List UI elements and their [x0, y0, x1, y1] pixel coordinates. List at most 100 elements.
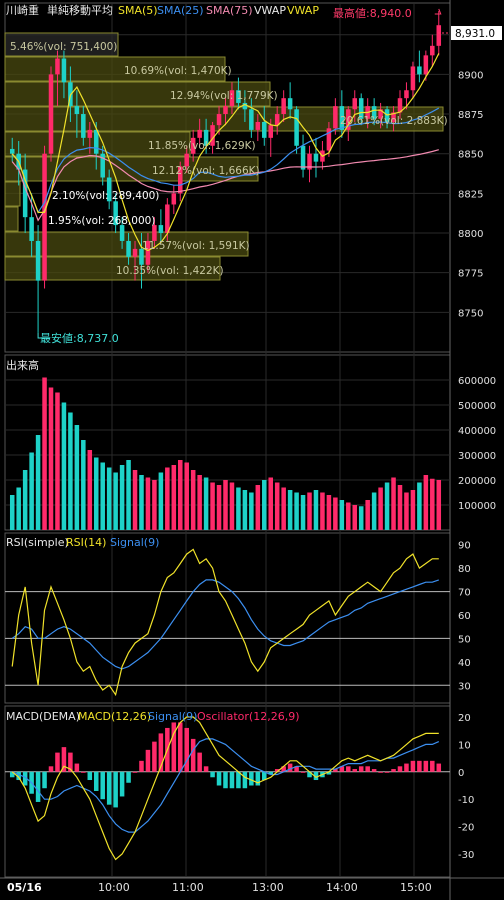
candle-body	[313, 153, 319, 162]
candle-body	[126, 240, 131, 257]
candle-body	[281, 98, 286, 115]
low-marker-line	[37, 332, 51, 339]
volume-tick-label: 600000	[458, 376, 496, 387]
oscillator-bar	[378, 771, 383, 773]
macd-line	[11, 716, 439, 861]
volume-profile-label: 2.10%(vol: 289,400)	[52, 190, 159, 202]
volume-bar	[216, 485, 222, 530]
candle-body	[74, 106, 80, 115]
volume-bar	[93, 457, 99, 530]
oscillator-bar	[61, 747, 67, 772]
volume-profile-label: 5.46%(vol: 751,400)	[10, 41, 117, 53]
candle-body	[274, 114, 280, 126]
candle-body	[132, 248, 138, 257]
oscillator-bar	[74, 763, 80, 772]
oscillator-bar	[397, 766, 403, 772]
volume-bar	[333, 497, 338, 530]
volume-bar	[417, 482, 422, 530]
candle-body	[262, 121, 267, 138]
oscillator-bar	[68, 752, 73, 772]
oscillator-bar	[93, 771, 99, 791]
oscillator-bar	[236, 771, 241, 789]
volume-bar	[16, 487, 21, 530]
candle-body	[210, 125, 215, 146]
candle-body	[249, 109, 254, 130]
candle-body	[81, 114, 86, 138]
candle-body	[152, 225, 157, 241]
volume-profile-label: 11.85%(vol: 1,629K)	[148, 140, 256, 152]
macd-tick-label: -20	[458, 823, 474, 834]
candle-body	[216, 114, 222, 126]
candle-body	[197, 129, 202, 138]
time-axis-label: 10:00	[98, 881, 130, 894]
volume-bar	[55, 392, 60, 530]
oscillator-bar	[35, 771, 41, 802]
volume-bar	[326, 495, 332, 530]
oscillator-bar	[203, 766, 209, 772]
volume-bar	[29, 452, 34, 530]
volume-bar	[436, 480, 442, 530]
oscillator-bar	[113, 771, 118, 808]
oscillator-bar	[132, 771, 138, 773]
volume-bar	[87, 450, 93, 530]
volume-bar	[236, 487, 241, 530]
volume-bar	[268, 477, 274, 530]
oscillator-bar	[9, 771, 15, 778]
volume-bar	[371, 492, 377, 530]
volume-bar	[229, 482, 235, 530]
candle-body	[430, 45, 435, 56]
volume-bars	[9, 377, 442, 530]
rsi-tick-label: 90	[458, 541, 471, 552]
volume-tick-label: 200000	[458, 476, 496, 487]
rsi-tick-label: 70	[458, 588, 471, 599]
oscillator-bar	[119, 771, 125, 797]
candle-body	[287, 98, 293, 110]
ma-legend-item: SMA(25)	[157, 4, 204, 17]
oscillator-bar	[262, 771, 267, 781]
macd-legend-item: MACD(12,26)	[78, 710, 151, 723]
candle-body	[22, 169, 28, 218]
oscillator-bar	[339, 766, 345, 772]
oscillator-bar	[216, 771, 222, 786]
rsi-tick-label: 80	[458, 564, 471, 575]
oscillator-bar	[274, 769, 280, 772]
macd-legend-item: Oscillator(12,26,9)	[197, 710, 299, 723]
volume-bar	[391, 477, 396, 530]
macd-legend-item: MACD(DEMA)	[6, 710, 80, 723]
candle-body	[9, 148, 15, 154]
volume-bar	[152, 480, 157, 530]
volume-bar	[397, 485, 403, 530]
volume-bar	[177, 460, 183, 530]
rsi-tick-label: 50	[458, 634, 471, 645]
oscillator-bar	[171, 722, 177, 772]
candle-body	[326, 128, 332, 151]
volume-bar	[384, 482, 390, 530]
oscillator-bar	[410, 760, 416, 772]
time-axis-label: 11:00	[172, 881, 204, 894]
volume-profile-box	[4, 56, 226, 82]
oscillator-bar	[22, 771, 28, 786]
candle-body	[268, 125, 274, 138]
time-axis-label: 13:00	[252, 881, 284, 894]
volume-bar	[139, 475, 144, 530]
oscillator-bar	[268, 771, 274, 775]
candle-body	[300, 145, 306, 170]
candle-body	[87, 129, 93, 138]
oscillator-bar	[242, 771, 248, 789]
oscillator-bar	[87, 771, 93, 781]
oscillator-bar	[300, 771, 306, 773]
volume-profile-box	[4, 32, 119, 57]
volume-bar	[171, 465, 177, 530]
sma5-line	[11, 53, 440, 252]
volume-profile-box	[4, 206, 19, 232]
volume-profile-box	[4, 181, 21, 207]
volume-bar	[113, 472, 118, 530]
volume-bar	[119, 465, 125, 530]
candle-body	[417, 66, 422, 75]
low-price-label: 最安値:8,737.0	[40, 331, 119, 345]
candle-body	[29, 217, 34, 241]
candle-body	[352, 98, 358, 110]
price-tick-label: 8900	[458, 70, 483, 81]
oscillator-bar	[190, 738, 196, 772]
